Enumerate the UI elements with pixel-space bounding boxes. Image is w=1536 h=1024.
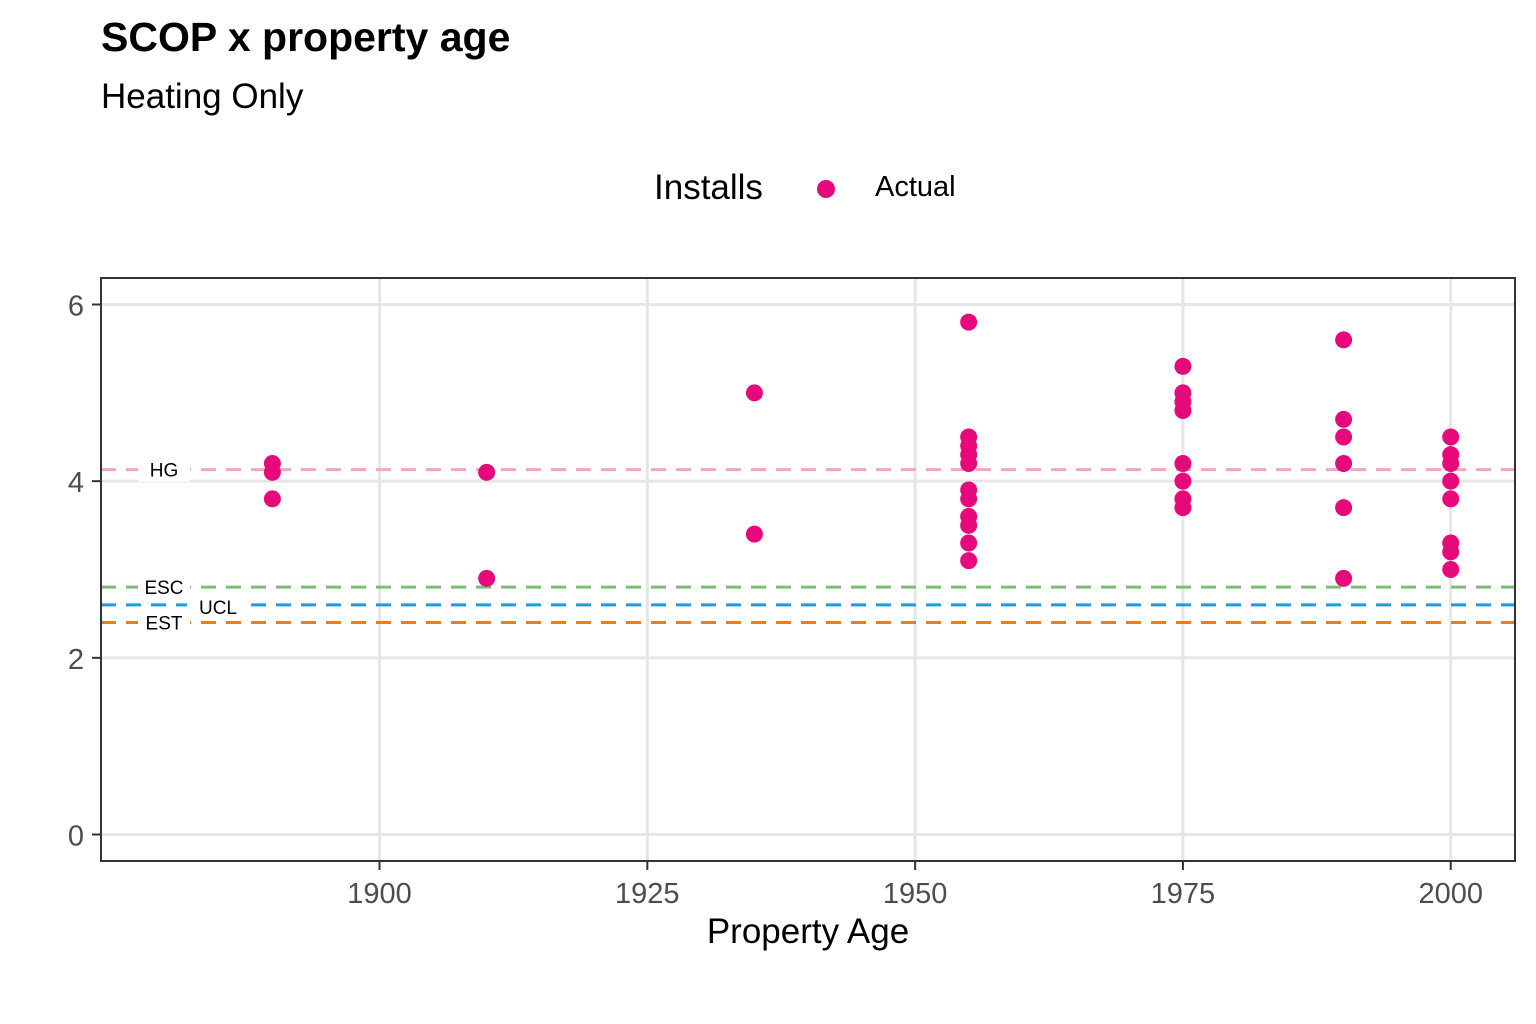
data-point — [1442, 455, 1460, 472]
legend-key-actual — [817, 180, 835, 198]
data-point — [960, 552, 978, 570]
data-point — [263, 490, 281, 508]
data-point — [478, 463, 496, 481]
data-point — [1335, 428, 1353, 446]
legend-title: Installs — [654, 168, 763, 207]
y-tick-label-2: 2 — [68, 644, 84, 676]
data-point — [1335, 499, 1353, 517]
data-point — [745, 525, 763, 543]
x-axis-label: Property Age — [706, 912, 910, 951]
legend-label-actual: Actual — [875, 171, 956, 203]
chart-title: SCOP x property age — [101, 14, 511, 60]
data-point — [1442, 543, 1460, 561]
data-point — [1335, 410, 1353, 428]
data-point — [745, 384, 763, 402]
y-tick-label-6: 6 — [68, 291, 84, 323]
data-point — [1335, 569, 1353, 587]
reference-label-bg-ucl — [187, 594, 249, 619]
reference-label-esc: ESC — [144, 578, 183, 599]
data-point — [960, 490, 978, 508]
x-tick-label-1975: 1975 — [1151, 878, 1216, 910]
y-tick-label-0: 0 — [68, 821, 84, 853]
data-point — [960, 516, 978, 534]
data-point — [1442, 428, 1460, 446]
reference-label-ucl: UCL — [199, 598, 237, 619]
data-point — [263, 463, 281, 481]
data-point — [1442, 561, 1460, 578]
data-point — [1174, 402, 1192, 419]
reference-label-hg: HG — [150, 461, 179, 482]
reference-label-bg-est — [138, 610, 190, 635]
x-tick-label-1900: 1900 — [347, 878, 412, 910]
reference-label-est: EST — [146, 614, 183, 635]
data-point — [478, 569, 496, 587]
y-tick-label-4: 4 — [68, 467, 84, 499]
data-point — [1174, 357, 1192, 375]
data-point — [1442, 490, 1460, 508]
data-point — [1335, 331, 1353, 349]
data-point — [1335, 455, 1353, 472]
data-point — [1174, 499, 1192, 517]
data-point — [1442, 472, 1460, 490]
data-point — [1174, 455, 1192, 472]
x-tick-label-1950: 1950 — [883, 878, 948, 910]
reference-label-bg-hg — [138, 457, 190, 482]
x-tick-label-2000: 2000 — [1418, 878, 1483, 910]
reference-label-bg-esc — [138, 575, 190, 600]
data-point — [960, 534, 978, 552]
legend: Installs Actual — [0, 168, 1536, 212]
data-point — [960, 455, 978, 472]
data-point — [960, 313, 978, 331]
plot-panel-border — [100, 277, 1516, 862]
data-point — [1174, 472, 1192, 490]
x-tick-label-1925: 1925 — [615, 878, 680, 910]
chart-subtitle: Heating Only — [101, 77, 304, 116]
